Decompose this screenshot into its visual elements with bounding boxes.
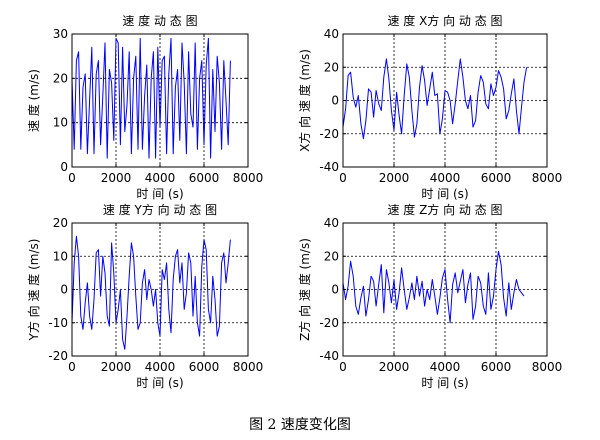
x-tick-label: 2000 [101, 171, 132, 185]
series-line-1 [342, 250, 525, 324]
y-tick-label: -20 [319, 316, 339, 330]
series-line-1 [71, 235, 231, 350]
y-tick-label: 0 [331, 94, 339, 108]
x-tick-label: 2000 [101, 360, 132, 374]
x-tick-label: 0 [339, 171, 347, 185]
y-tick-label: 40 [324, 216, 339, 230]
x-tick-label: 2000 [379, 171, 410, 185]
y-tick-label: 0 [331, 283, 339, 297]
x-axis-label: 时 间 (s) [136, 376, 183, 390]
x-axis-label: 时 间 (s) [136, 187, 183, 201]
chart-title: 速 度 动 态 图 [122, 13, 197, 28]
chart-panel-2: 0 2000 4000 6000 8000 -40 -20 0 20 40 速 度 X方 向 动 态… [297, 13, 562, 201]
y-tick-label: 0 [60, 283, 68, 297]
chart-panel-3: 0 2000 4000 6000 8000 -20 -10 0 10 20 速 度 Y方 向 动 态… [26, 202, 263, 390]
x-tick-label: 6000 [189, 360, 220, 374]
chart-title: 速 度 Y方 向 动 态 图 [103, 202, 217, 217]
y-tick-label: -20 [319, 127, 339, 141]
chart-panel-1: 0 2000 4000 6000 8000 0 10 20 30 速 度 动 态 图时 间 (s)… [26, 13, 263, 201]
x-tick-label: 8000 [532, 360, 563, 374]
chart-title: 速 度 Z方 向 动 态 图 [387, 202, 502, 217]
y-axis-label: Z方 向 速 度 (m/s) [297, 238, 312, 341]
x-tick-label: 6000 [481, 360, 512, 374]
y-tick-label: -10 [48, 316, 68, 330]
x-tick-label: 2000 [379, 360, 410, 374]
x-tick-label: 6000 [481, 171, 512, 185]
y-tick-label: 10 [53, 116, 68, 130]
x-tick-label: 4000 [145, 360, 176, 374]
y-tick-label: -40 [319, 160, 339, 174]
y-axis-label: X方 向 速 度 (m/s) [297, 49, 312, 152]
y-tick-label: -40 [319, 349, 339, 363]
chart-panel-4: 0 2000 4000 6000 8000 -40 -20 0 20 40 速 度 Z方 向 动 态… [297, 202, 562, 390]
x-axis-label: 时 间 (s) [421, 187, 468, 201]
y-axis-label: 速 度 (m/s) [26, 69, 41, 132]
x-tick-label: 0 [339, 360, 347, 374]
y-tick-label: 30 [53, 27, 68, 41]
chart-title: 速 度 X方 向 动 态 图 [387, 13, 502, 28]
series-line-1 [342, 58, 528, 140]
y-tick-label: 20 [324, 60, 339, 74]
y-tick-label: 10 [53, 249, 68, 263]
x-tick-label: 4000 [145, 171, 176, 185]
y-tick-label: 20 [53, 216, 68, 230]
y-tick-label: -20 [48, 349, 68, 363]
series-line-1 [71, 37, 231, 159]
y-axis-label: Y方 向 速 度 (m/s) [26, 239, 41, 342]
x-tick-label: 0 [68, 360, 76, 374]
x-tick-label: 8000 [532, 171, 563, 185]
y-tick-label: 0 [60, 160, 68, 174]
y-tick-label: 20 [53, 71, 68, 85]
x-tick-label: 4000 [430, 171, 461, 185]
y-tick-label: 20 [324, 249, 339, 263]
x-tick-label: 0 [68, 171, 76, 185]
x-tick-label: 8000 [233, 360, 264, 374]
x-tick-label: 4000 [430, 360, 461, 374]
x-tick-label: 6000 [189, 171, 220, 185]
x-tick-label: 8000 [233, 171, 264, 185]
x-axis-label: 时 间 (s) [421, 376, 468, 390]
figure-caption: 图 2 速度变化图 [249, 417, 351, 433]
y-tick-label: 40 [324, 27, 339, 41]
